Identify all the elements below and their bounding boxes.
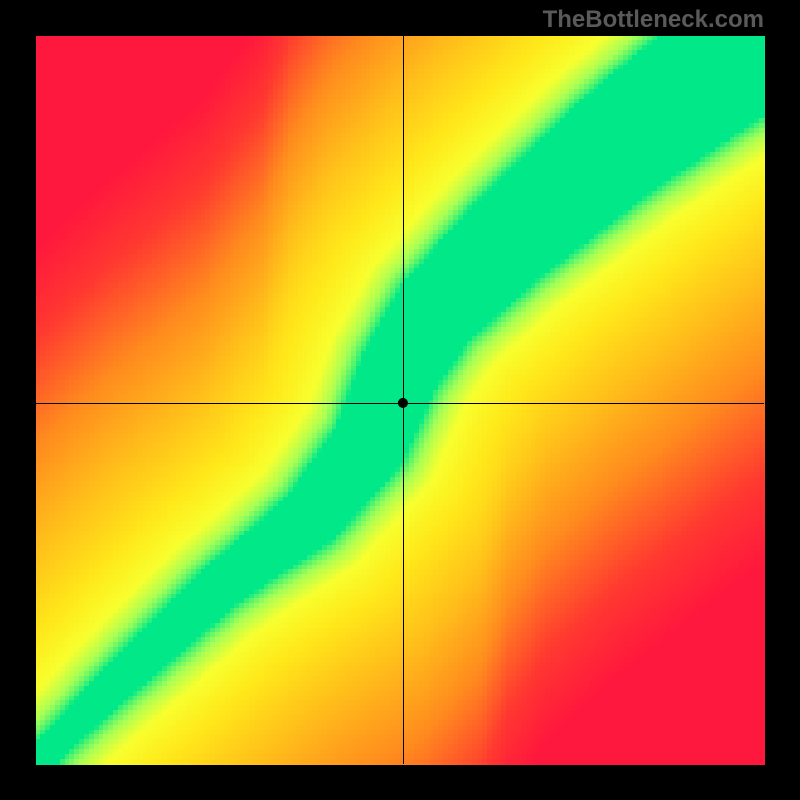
watermark: TheBottleneck.com — [543, 6, 764, 34]
heatmap-canvas — [0, 0, 800, 800]
chart-container: TheBottleneck.com — [0, 0, 800, 800]
